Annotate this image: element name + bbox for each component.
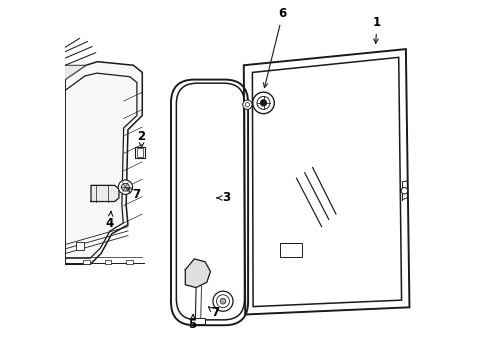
Bar [137,148,143,157]
Bar [135,147,144,158]
Bar [190,318,204,324]
Circle shape [121,183,129,191]
Bar [126,260,132,264]
Bar [280,243,301,257]
Text: 3: 3 [217,192,230,204]
Circle shape [400,188,407,194]
Text: 6: 6 [263,7,286,87]
Circle shape [212,291,233,311]
Polygon shape [185,259,210,288]
Bar [104,260,111,264]
Circle shape [244,103,249,107]
Polygon shape [91,185,119,202]
Circle shape [260,100,266,106]
Circle shape [220,298,225,304]
Polygon shape [65,65,86,80]
Text: 2: 2 [137,130,145,147]
Circle shape [242,100,251,109]
Text: 7: 7 [127,188,140,201]
Circle shape [118,180,132,194]
Bar [83,260,89,264]
Text: 4: 4 [106,211,114,230]
Text: 7: 7 [208,306,220,319]
Bar [76,242,83,250]
Circle shape [257,96,269,109]
Text: 1: 1 [372,16,381,43]
Polygon shape [65,62,142,264]
Text: 5: 5 [188,314,196,331]
Circle shape [216,295,229,308]
Circle shape [252,92,274,114]
